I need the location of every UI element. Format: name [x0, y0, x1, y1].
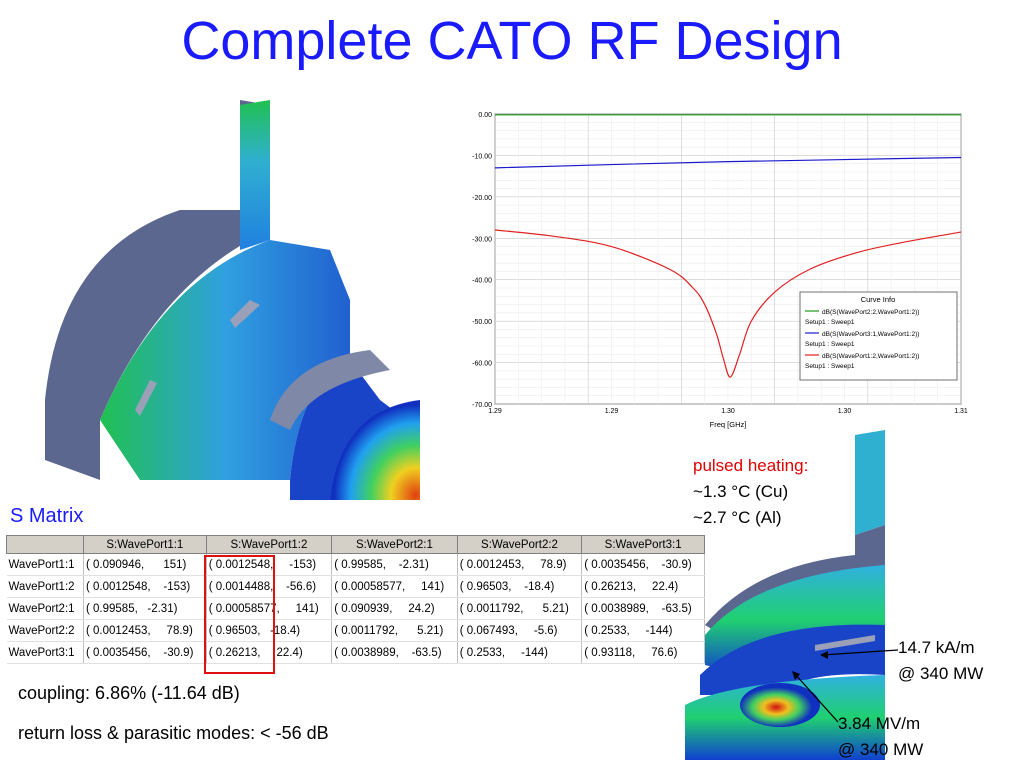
legend-title: Curve Info	[861, 295, 896, 304]
x-tick-label: 1.31	[954, 408, 968, 415]
table-cell: ( 0.0014488, -56.6)	[206, 575, 333, 598]
table-cell: ( 0.090946, 151)	[83, 553, 207, 576]
plot-ticks: 0.00 -10.00 -20.00 -30.00 -40.00 -50.00 -60.00…	[472, 112, 968, 415]
s-matrix-label: S Matrix	[10, 505, 84, 527]
x-tick-label: 1.30	[838, 408, 852, 415]
table-cell: ( 0.0038989, -63.5)	[331, 641, 458, 664]
legend-entry-sub: Setup1 : Sweep1	[805, 319, 855, 326]
table-row: WavePort1:2( 0.0012548, -153)( 0.0014488…	[6, 575, 705, 598]
table-cell: ( 0.93118, 76.6)	[581, 641, 705, 664]
series-line-1	[494, 156, 962, 169]
table-corner[interactable]	[6, 535, 84, 554]
series-line-2	[494, 229, 962, 378]
s-matrix-table: S:WavePort1:1 S:WavePort1:2 S:WavePort2:1 S…	[6, 535, 705, 664]
plot-series	[494, 114, 962, 378]
y-tick-label: -30.00	[472, 236, 492, 243]
table-cell: ( 0.067493, -5.6)	[457, 619, 583, 642]
highlight-box	[204, 555, 275, 674]
table-cell: ( 0.99585, -2.31)	[83, 597, 207, 620]
row-header: WavePort2:1	[6, 597, 84, 620]
pulsed-heating-al: ~2.7 °C (Al)	[693, 508, 782, 527]
field-model-left	[45, 100, 420, 500]
table-cell: ( 0.2533, -144)	[457, 641, 583, 664]
h-field-power: @ 340 MW	[898, 664, 984, 683]
e-field-arrowhead	[792, 671, 800, 680]
y-tick-label: -10.00	[472, 153, 492, 160]
field-model-right	[685, 430, 885, 760]
legend-entry: dB(S(WavePort1:2,WavePort1:2))	[822, 353, 919, 360]
table-cell: ( 0.00058577, 141)	[206, 597, 333, 620]
table-row: WavePort2:1( 0.99585, -2.31)( 0.00058577…	[6, 597, 705, 620]
row-header: WavePort1:1	[6, 553, 84, 576]
y-tick-label: 0.00	[478, 112, 492, 119]
e-field-arrow	[793, 672, 839, 723]
y-tick-label: -70.00	[472, 402, 492, 409]
row-header: WavePort2:2	[6, 619, 84, 642]
table-cell: ( 0.96503, -18.4)	[457, 575, 583, 598]
row-header: WavePort1:2	[6, 575, 84, 598]
table-cell: ( 0.26213, 22.4)	[206, 641, 333, 664]
legend-entry: dB(S(WavePort3:1,WavePort1:2))	[822, 331, 919, 338]
legend-entry-sub: Setup1 : Sweep1	[805, 341, 855, 348]
x-tick-label: 1.29	[605, 408, 619, 415]
table-row: WavePort2:2( 0.0012453, 78.9)( 0.96503, …	[6, 619, 705, 642]
x-axis-label: Freq [GHz]	[710, 420, 747, 429]
table-cell: ( 0.0011792, 5.21)	[331, 619, 458, 642]
table-cell: ( 0.26213, 22.4)	[581, 575, 705, 598]
row-header: WavePort3:1	[6, 641, 84, 664]
column-header[interactable]: S:WavePort1:1	[83, 535, 207, 554]
legend-entry: dB(S(WavePort2:2,WavePort1:2))	[822, 309, 919, 316]
column-header[interactable]: S:WavePort2:2	[456, 535, 583, 554]
y-tick-label: -20.00	[472, 195, 492, 202]
h-field-arrowhead	[820, 651, 828, 659]
x-tick-label: 1.29	[488, 408, 502, 415]
y-tick-label: -60.00	[472, 361, 492, 368]
pulsed-heating-cu: ~1.3 °C (Cu)	[693, 482, 789, 501]
y-tick-label: -50.00	[472, 319, 492, 326]
column-header[interactable]: S:WavePort1:2	[205, 535, 333, 554]
table-cell: ( 0.00058577, 141)	[331, 575, 458, 598]
table-cell: ( 0.0038989, -63.5)	[581, 597, 705, 620]
table-cell: ( 0.0011792, 5.21)	[457, 597, 583, 620]
column-header[interactable]: S:WavePort2:1	[331, 535, 458, 554]
table-cell: ( 0.0035456, -30.9)	[581, 553, 705, 576]
table-cell: ( 0.96503, -18.4)	[206, 619, 333, 642]
return-loss-note: return loss & parasitic modes: < -56 dB	[18, 723, 329, 743]
h-field-arrow	[821, 649, 899, 656]
table-cell: ( 0.99585, -2.31)	[331, 553, 458, 576]
h-field-value: 14.7 kA/m	[898, 638, 975, 657]
slide-title: Complete CATO RF Design	[181, 11, 843, 71]
s-parameter-plot: 0.00 -10.00 -20.00 -30.00 -40.00 -50.00 -60.00…	[455, 104, 975, 434]
annotation-arrows	[792, 649, 899, 723]
table-cell: ( 0.2533, -144)	[581, 619, 705, 642]
column-header[interactable]: S:WavePort3:1	[581, 535, 705, 554]
legend-entry-sub: Setup1 : Sweep1	[805, 363, 855, 370]
y-tick-label: -40.00	[472, 278, 492, 285]
pulsed-heating-label: pulsed heating:	[693, 456, 809, 475]
table-cell: ( 0.0012548, -153)	[206, 553, 333, 576]
coupling-note: coupling: 6.86% (-11.64 dB)	[18, 683, 240, 703]
plot-legend: Curve Info dB(S(WavePort2:2,WavePort1:2)…	[799, 291, 958, 381]
table-row: WavePort1:1( 0.090946, 151)( 0.0012548, …	[6, 553, 705, 576]
table-cell: ( 0.0035456, -30.9)	[83, 641, 207, 664]
table-cell: ( 0.0012548, -153)	[83, 575, 207, 598]
table-row: WavePort3:1( 0.0035456, -30.9)( 0.26213,…	[6, 641, 705, 664]
x-tick-label: 1.30	[721, 408, 735, 415]
table-cell: ( 0.090939, 24.2)	[331, 597, 458, 620]
e-field-power: @ 340 MW	[838, 740, 924, 759]
e-field-value: 3.84 MV/m	[838, 714, 921, 733]
table-cell: ( 0.0012453, 78.9)	[457, 553, 583, 576]
table-cell: ( 0.0012453, 78.9)	[83, 619, 207, 642]
